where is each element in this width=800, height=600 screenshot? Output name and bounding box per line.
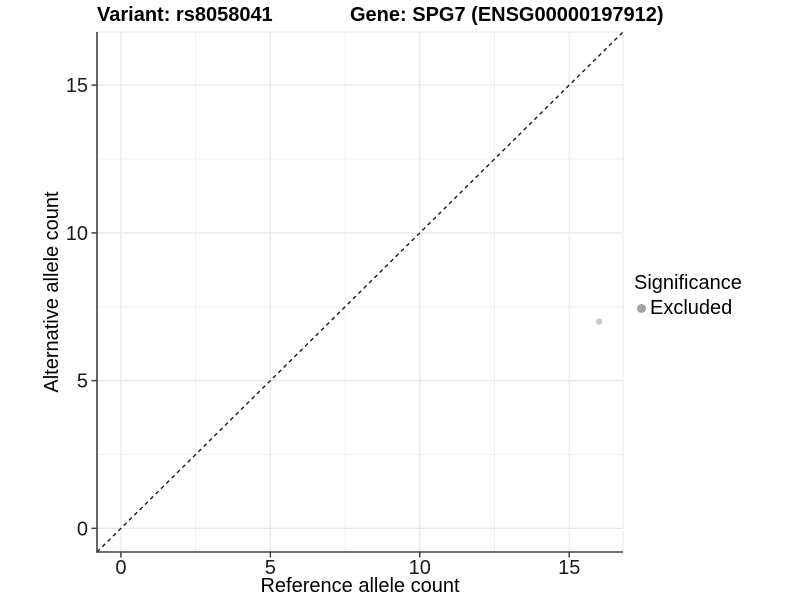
y-tick-label: 0 bbox=[77, 518, 88, 540]
plot-title-variant: Variant: rs8058041 bbox=[97, 4, 273, 26]
plot-title-gene: Gene: SPG7 (ENSG00000197912) bbox=[350, 4, 664, 26]
x-axis-title: Reference allele count bbox=[260, 575, 460, 597]
y-axis-title: Alternative allele count bbox=[41, 191, 63, 393]
identity-dashed-line bbox=[96, 31, 624, 553]
legend-title: Significance bbox=[634, 272, 742, 294]
legend: Significance Excluded bbox=[634, 272, 742, 319]
legend-item-label: Excluded bbox=[650, 297, 733, 319]
y-tick-label: 10 bbox=[66, 223, 88, 245]
y-tick-label: 5 bbox=[77, 371, 88, 393]
x-tick-label: 5 bbox=[265, 557, 276, 579]
x-tick-label: 0 bbox=[115, 557, 126, 579]
x-tick-label: 10 bbox=[409, 557, 431, 579]
x-tick-label: 15 bbox=[558, 557, 580, 579]
legend-item-excluded: Excluded bbox=[634, 297, 742, 319]
y-tick-label: 15 bbox=[66, 75, 88, 97]
excluded-point-icon bbox=[637, 303, 646, 313]
data-point bbox=[595, 318, 603, 325]
